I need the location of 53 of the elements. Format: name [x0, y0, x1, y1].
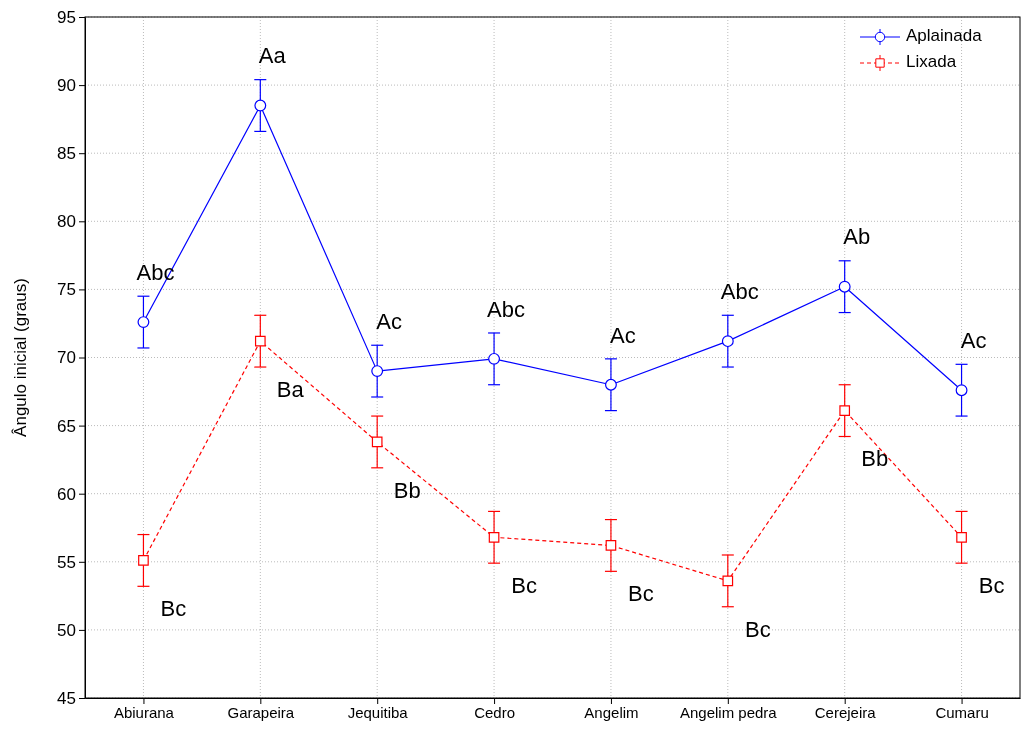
y-tick-label: 95: [57, 7, 76, 27]
x-tick-label: Cedro: [474, 703, 515, 721]
annotation: Ac: [960, 328, 987, 353]
point: [604, 378, 617, 391]
x-tick-label: Garapeira: [227, 703, 295, 721]
point: [838, 280, 851, 293]
y-tick-label: 50: [57, 620, 76, 640]
y-tick-label: 85: [57, 144, 76, 164]
annotation: Aa: [258, 43, 287, 69]
point: [371, 365, 384, 378]
annotation: Ab: [843, 224, 871, 250]
y-tick-label: 60: [57, 484, 76, 504]
annotation: Bc: [511, 573, 537, 599]
y-tick-label: 90: [57, 76, 76, 96]
annotation: Bb: [393, 477, 421, 503]
point: [488, 531, 500, 543]
y-tick-label: 80: [57, 212, 76, 232]
annotation: Bc: [160, 596, 187, 622]
annotation: Bc: [978, 573, 1005, 599]
annotation: Ba: [276, 376, 305, 402]
point: [254, 99, 267, 112]
x-tick-label: Cumaru: [935, 703, 989, 721]
point: [955, 384, 968, 397]
x-tick-label: Jequitiba: [347, 703, 409, 721]
legend-label: Aplainada: [906, 26, 983, 46]
x-tick-label: Cerejeira: [814, 703, 877, 721]
y-tick-label: 65: [57, 416, 76, 436]
y-tick-label: 70: [57, 348, 76, 368]
point: [956, 531, 967, 543]
y-tick-label: 55: [57, 552, 76, 572]
annotation: Ac: [610, 322, 636, 348]
x-tick-label: Abiurana: [113, 703, 175, 721]
point: [138, 555, 149, 566]
annotation: Abc: [720, 278, 759, 304]
annotation: Bb: [861, 446, 889, 472]
annotation: Ac: [376, 308, 403, 334]
point: [254, 335, 266, 347]
y-axis-title: Ângulo inicial (graus): [11, 278, 30, 437]
x-tick-label: Angelim: [584, 703, 639, 721]
point: [721, 335, 734, 348]
point: [488, 352, 501, 365]
point: [605, 540, 617, 551]
annotation: Bc: [744, 616, 771, 642]
point: [137, 316, 150, 329]
y-tick-label: 45: [57, 688, 76, 708]
point: [722, 575, 734, 587]
legend-label: Lixada: [906, 52, 957, 72]
annotation: Bc: [628, 581, 654, 607]
annotation: Abc: [487, 296, 526, 322]
x-tick-label: Angelim pedra: [679, 703, 778, 721]
point: [839, 405, 851, 416]
point: [371, 436, 383, 448]
y-tick-label: 75: [57, 280, 76, 300]
